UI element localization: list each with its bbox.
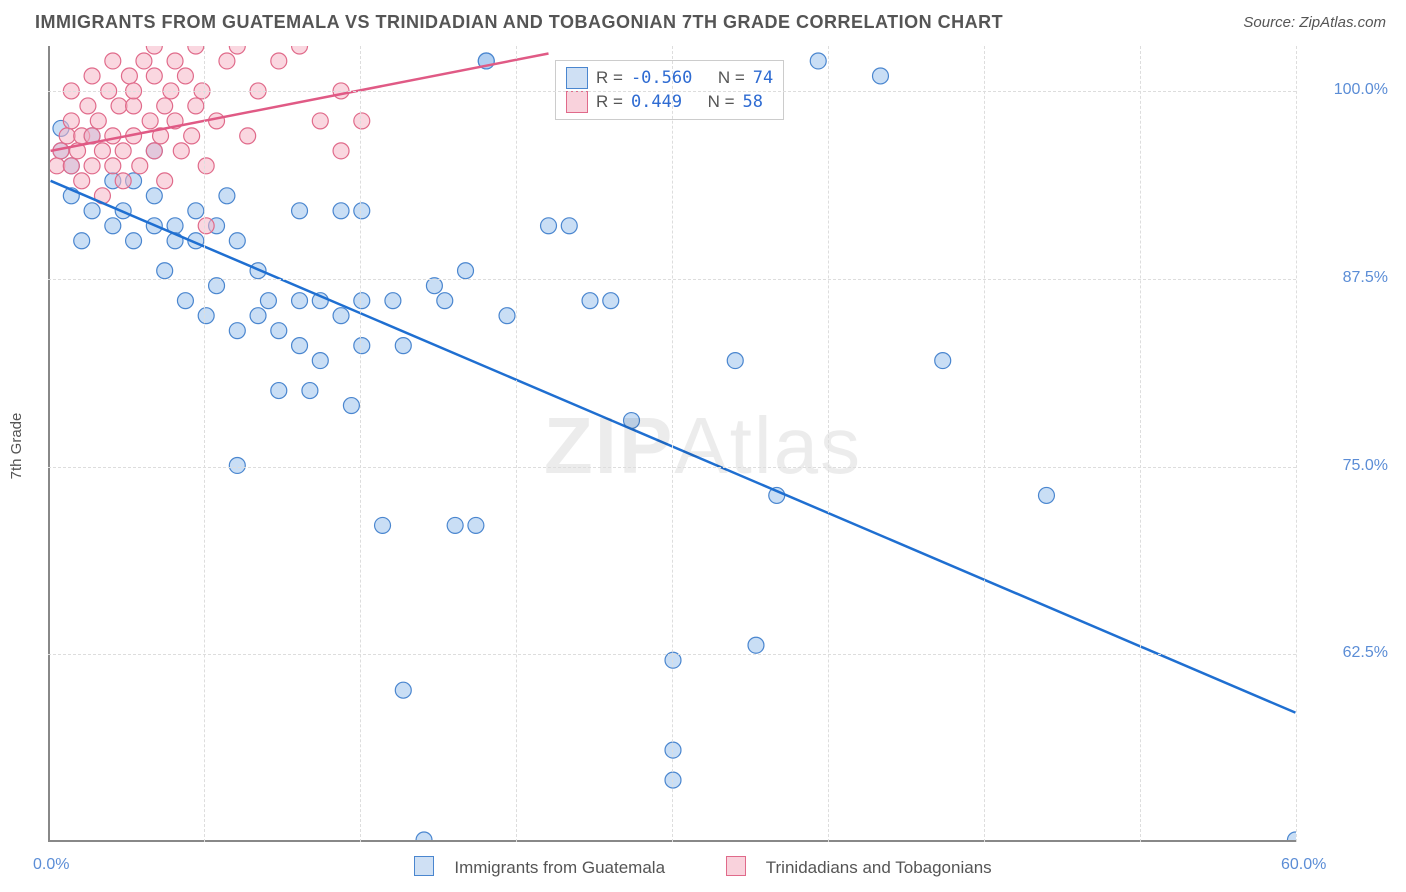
y-tick-label: 87.5% bbox=[1343, 269, 1388, 287]
scatter-svg bbox=[50, 46, 1296, 840]
source-label: Source: bbox=[1243, 14, 1299, 31]
n-value-b: 58 bbox=[743, 92, 763, 112]
r-value-b: 0.449 bbox=[631, 92, 682, 112]
n-label: N = bbox=[718, 68, 745, 88]
legend-label-b: Trinidadians and Tobagonians bbox=[766, 858, 992, 877]
source-credit: Source: ZipAtlas.com bbox=[1243, 14, 1386, 31]
swatch-a-icon bbox=[566, 67, 588, 89]
y-tick-label: 100.0% bbox=[1334, 81, 1388, 99]
series-legend: Immigrants from Guatemala Trinidadians a… bbox=[0, 856, 1406, 878]
gridline bbox=[1140, 46, 1141, 842]
gridline bbox=[828, 46, 829, 842]
legend-item-b: Trinidadians and Tobagonians bbox=[712, 858, 1006, 877]
x-tick-label: 60.0% bbox=[1281, 856, 1326, 874]
n-label: N = bbox=[708, 92, 735, 112]
legend-item-a: Immigrants from Guatemala bbox=[400, 858, 679, 877]
r-label: R = bbox=[596, 92, 623, 112]
legend-row-a: R = -0.560 N = 74 bbox=[566, 67, 773, 89]
gridline bbox=[1296, 46, 1297, 842]
y-axis-label: 7th Grade bbox=[8, 413, 25, 480]
gridline bbox=[516, 46, 517, 842]
source-link[interactable]: ZipAtlas.com bbox=[1299, 14, 1386, 31]
gridline bbox=[984, 46, 985, 842]
gridline bbox=[672, 46, 673, 842]
y-tick-label: 62.5% bbox=[1343, 644, 1388, 662]
swatch-b-icon bbox=[726, 856, 746, 876]
chart-title: IMMIGRANTS FROM GUATEMALA VS TRINIDADIAN… bbox=[35, 12, 1003, 33]
r-value-a: -0.560 bbox=[631, 68, 692, 88]
gridline bbox=[204, 46, 205, 842]
correlation-legend: R = -0.560 N = 74 R = 0.449 N = 58 bbox=[555, 60, 784, 120]
x-tick-label: 0.0% bbox=[33, 856, 69, 874]
y-tick-label: 75.0% bbox=[1343, 457, 1388, 475]
swatch-b-icon bbox=[566, 91, 588, 113]
legend-row-b: R = 0.449 N = 58 bbox=[566, 91, 773, 113]
r-label: R = bbox=[596, 68, 623, 88]
gridline bbox=[360, 46, 361, 842]
legend-label-a: Immigrants from Guatemala bbox=[454, 858, 665, 877]
n-value-a: 74 bbox=[753, 68, 773, 88]
swatch-a-icon bbox=[414, 856, 434, 876]
